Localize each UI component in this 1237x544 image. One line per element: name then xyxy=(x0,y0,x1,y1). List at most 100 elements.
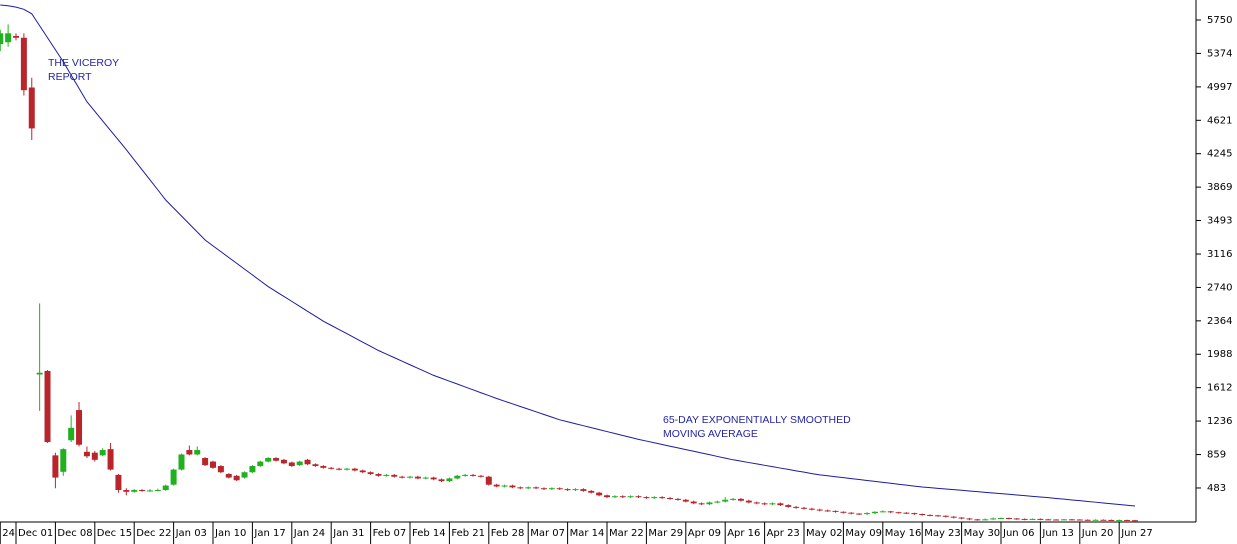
x-tick-label: Jan 17 xyxy=(253,528,285,539)
annotation: MOVING AVERAGE xyxy=(663,428,758,440)
candle-body xyxy=(895,512,902,514)
candle-body xyxy=(1005,518,1012,520)
candle-body xyxy=(1092,519,1099,521)
candle-body xyxy=(919,514,926,516)
candle-body xyxy=(60,449,67,472)
candle-body xyxy=(879,511,886,513)
candle-body xyxy=(280,459,287,464)
candle-body xyxy=(273,458,280,461)
candle-body xyxy=(91,452,98,460)
candle-body xyxy=(1045,519,1052,521)
candle-body xyxy=(659,497,666,499)
candle-body xyxy=(52,455,59,478)
candle-body xyxy=(1124,520,1131,522)
candle-body xyxy=(312,464,319,467)
y-tick-label: 1612 xyxy=(1207,383,1232,394)
candle-body xyxy=(233,475,240,481)
candle-body xyxy=(1029,518,1036,520)
candle-body xyxy=(982,519,989,521)
x-tick-label: Feb 21 xyxy=(451,528,485,539)
candle-body xyxy=(202,458,209,466)
candle-body xyxy=(627,496,634,498)
candle-body xyxy=(682,499,689,502)
candle-body xyxy=(1068,519,1075,521)
candle-body xyxy=(375,474,382,476)
x-tick-label: Jun 27 xyxy=(1120,528,1153,539)
candle-body xyxy=(942,515,949,517)
candle-body xyxy=(115,474,122,491)
candle-body xyxy=(793,506,800,508)
candle-body xyxy=(146,490,153,492)
candle-body xyxy=(619,496,626,498)
candle-body xyxy=(548,488,555,490)
candle-body xyxy=(99,450,106,456)
annotation: 65-DAY EXPONENTIALLY SMOOTHED xyxy=(663,414,851,426)
candle-body xyxy=(533,487,540,489)
candle-body xyxy=(737,498,744,501)
x-tick-label: Jan 31 xyxy=(332,528,364,539)
candle-body xyxy=(68,427,75,441)
x-tick-label: Jan 03 xyxy=(175,528,207,539)
candle-body xyxy=(777,503,784,506)
y-tick-label: 483 xyxy=(1207,483,1226,494)
candle-body xyxy=(44,370,51,443)
y-tick-label: 3869 xyxy=(1207,182,1232,193)
candle-body xyxy=(1061,519,1068,521)
y-tick-label: 5750 xyxy=(1207,15,1232,26)
candle-body xyxy=(0,33,4,44)
candle-body xyxy=(903,512,910,514)
candle-body xyxy=(1131,520,1138,522)
candle-body xyxy=(477,475,484,477)
candle-body xyxy=(1037,518,1044,520)
candle-body xyxy=(438,479,445,482)
y-tick-label: 4621 xyxy=(1207,115,1232,126)
x-tick-label: May 30 xyxy=(964,528,1001,539)
x-tick-label: May 02 xyxy=(806,528,843,539)
candle-body xyxy=(824,510,831,512)
candle-body xyxy=(927,514,934,516)
candle-body xyxy=(225,474,232,478)
y-tick-label: 3116 xyxy=(1207,249,1232,260)
candle-body xyxy=(525,487,532,489)
candle-body xyxy=(170,469,177,485)
x-tick-label: Feb 07 xyxy=(373,528,407,539)
candle-body xyxy=(5,33,12,43)
candle-body xyxy=(407,476,413,478)
x-tick-label: Jan 24 xyxy=(293,528,325,539)
candle-body xyxy=(13,35,19,38)
x-tick-label: Jan 10 xyxy=(214,528,246,539)
candle-body xyxy=(604,495,610,498)
candle-body xyxy=(462,474,469,476)
candle-body xyxy=(698,503,705,505)
candle-body xyxy=(76,410,83,445)
x-tick-label: Feb 28 xyxy=(491,528,525,539)
candle-body xyxy=(1053,519,1060,521)
x-tick-label: Dec 08 xyxy=(57,528,92,539)
annotation: THE VICEROY xyxy=(48,57,119,69)
x-tick-label: Mar 29 xyxy=(648,528,683,539)
candle-body xyxy=(911,513,918,515)
candle-body xyxy=(950,516,957,518)
candle-body xyxy=(343,468,350,470)
candle-body xyxy=(257,461,264,467)
candle-body xyxy=(131,490,138,492)
candle-body xyxy=(162,485,169,491)
candle-body xyxy=(241,472,248,478)
candle-body xyxy=(588,490,595,493)
candle-body xyxy=(848,512,855,514)
candle-body xyxy=(509,485,516,488)
candle-body xyxy=(1116,520,1123,522)
candle-body xyxy=(1076,519,1083,521)
candle-body xyxy=(422,477,429,479)
candle-body xyxy=(864,513,871,515)
x-tick-label: Mar 14 xyxy=(570,528,605,539)
x-tick-label: Apr 23 xyxy=(767,528,800,539)
candle-body xyxy=(186,450,193,455)
candle-body xyxy=(320,466,327,468)
candle-body xyxy=(123,490,130,492)
x-tick-label: Jun 20 xyxy=(1081,528,1114,539)
y-tick-label: 3493 xyxy=(1207,216,1232,227)
x-tick-label: Apr 09 xyxy=(688,528,721,539)
candle-body xyxy=(730,498,737,500)
